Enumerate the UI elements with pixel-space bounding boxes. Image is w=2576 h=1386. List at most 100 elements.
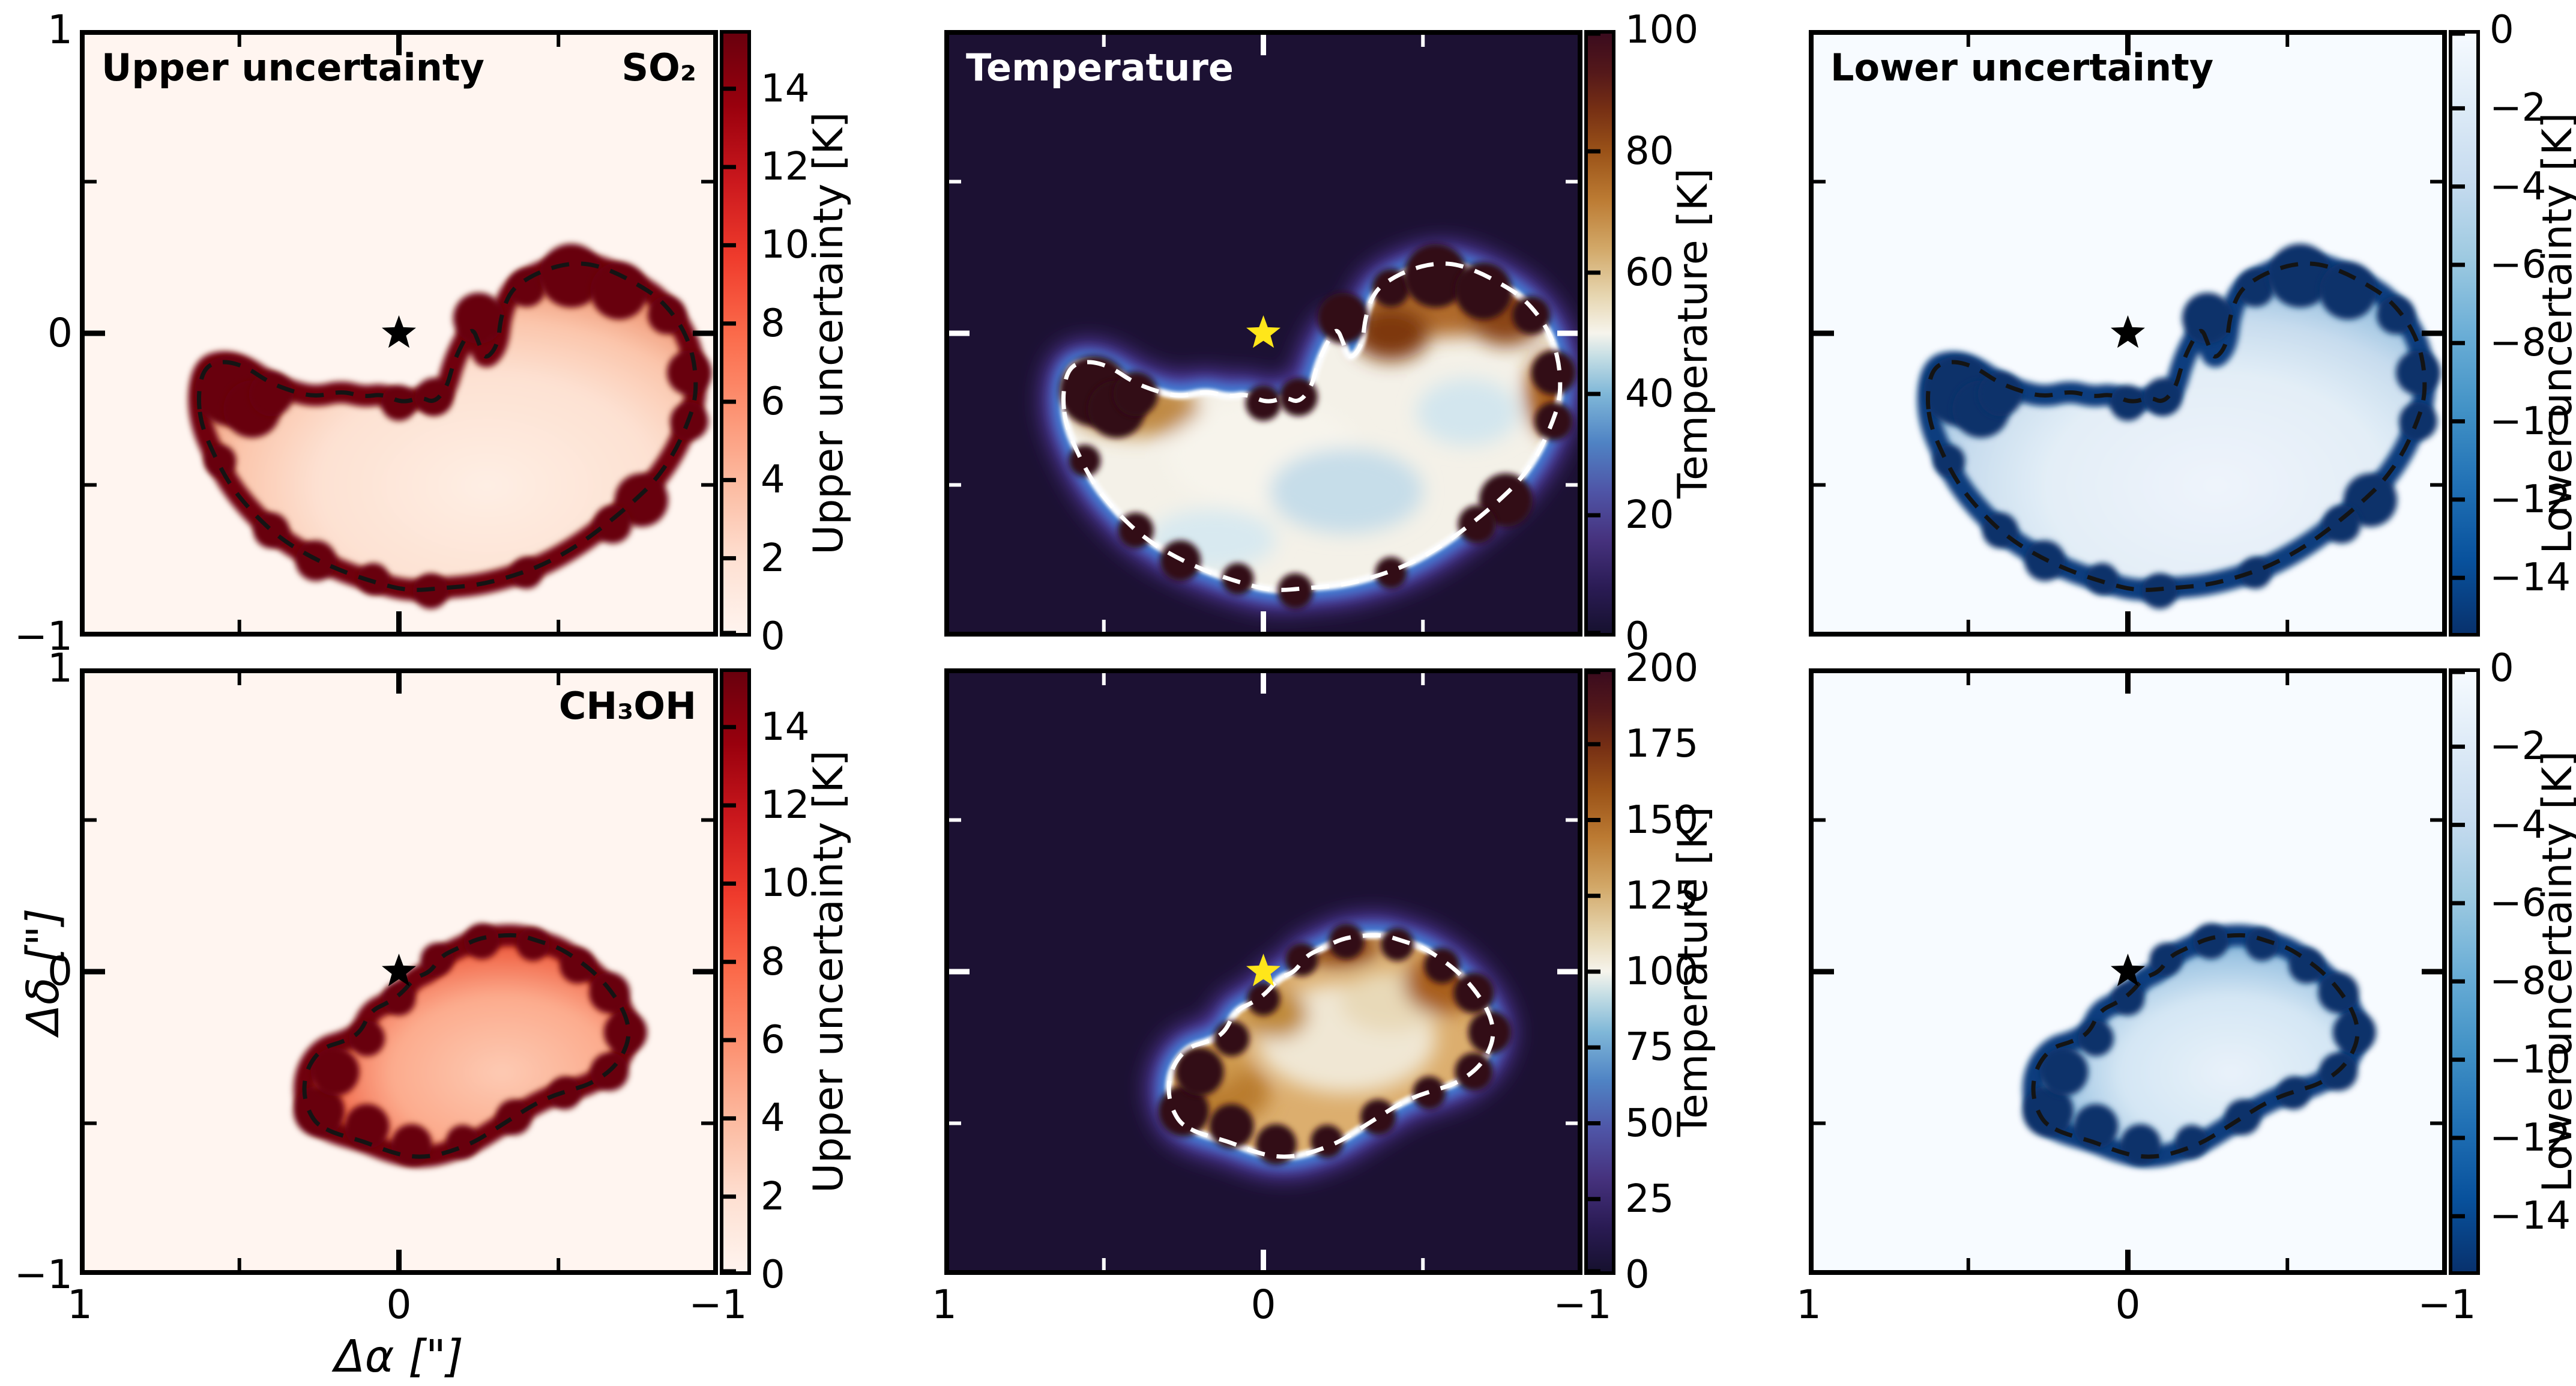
colorbar-tick-label: 4 <box>761 458 785 503</box>
emission-contour <box>196 261 698 592</box>
star-marker <box>2111 954 2145 987</box>
panel-border <box>80 668 718 1275</box>
colorbar <box>720 30 751 637</box>
colorbar-tick-label: 80 <box>1625 129 1674 174</box>
axis-ticks <box>944 668 1582 1275</box>
colorbar-border <box>2449 668 2480 1275</box>
colorbar-tick-label: 200 <box>1625 646 1699 691</box>
colorbar-tick-label: −2 <box>2490 86 2547 131</box>
panel-border <box>1809 30 2447 637</box>
colorbar-tick-label: 6 <box>761 380 785 425</box>
emission-contour <box>1925 261 2427 592</box>
panel-molecule-label: CH₃OH <box>558 684 696 728</box>
colorbar-tick-label: 2 <box>761 1174 785 1219</box>
panel-temperature-so₂ <box>944 30 1582 637</box>
colorbar-tick-label: 12 <box>761 783 810 828</box>
x-tick-label: −1 <box>689 1282 747 1328</box>
colorbar-title: Temperature [K] <box>1670 168 1717 499</box>
colorbar-tick-label: −10 <box>2490 1037 2571 1082</box>
colorbar-title: Upper uncertainty [K] <box>805 750 852 1193</box>
panel-upper-uncertainty-ch₃oh <box>80 668 718 1275</box>
colorbar-tick-label: 75 <box>1625 1025 1674 1070</box>
axis-ticks <box>944 30 1582 637</box>
emission-contour <box>1166 933 1495 1159</box>
axis-ticks <box>80 30 718 637</box>
x-tick-label: 0 <box>386 1282 412 1328</box>
colorbar-tick-label: −12 <box>2490 477 2571 522</box>
star-marker <box>2111 315 2145 348</box>
colorbar-tick-label: 100 <box>1625 949 1699 994</box>
colorbar-tick-label: 0 <box>761 1253 785 1297</box>
colorbar-tick-label: 0 <box>761 614 785 659</box>
colorbar-tick-label: 50 <box>1625 1101 1674 1146</box>
panel-temperature-ch₃oh <box>944 668 1582 1275</box>
colorbar-border <box>2449 30 2480 637</box>
colorbar-tick-label: −6 <box>2490 242 2547 287</box>
x-tick-label: 0 <box>2115 1282 2141 1328</box>
y-tick-label: −1 <box>14 1251 73 1298</box>
x-tick-label: 0 <box>1250 1282 1276 1328</box>
panel-border <box>944 668 1582 1275</box>
x-tick-label: −1 <box>2418 1282 2476 1328</box>
colorbar-tick-label: −4 <box>2490 164 2547 209</box>
y-tick-label: 1 <box>47 645 73 691</box>
colorbar-border <box>1584 30 1615 637</box>
colorbar-border <box>720 30 751 637</box>
panel-molecule-label: SO₂ <box>621 46 696 89</box>
colorbar-tick-label: 8 <box>761 301 785 346</box>
y-tick-label: 1 <box>47 7 73 53</box>
y-tick-label: 0 <box>47 948 73 994</box>
colorbar-title: Temperature [K] <box>1670 806 1717 1137</box>
colorbar-tick-label: 60 <box>1625 250 1674 295</box>
y-axis-label: Δδ ["] <box>17 908 69 1035</box>
colorbar-tick-label: 10 <box>761 223 810 268</box>
colorbar-tick-label: 2 <box>761 536 785 581</box>
colorbar-tick-label: 0 <box>2490 646 2514 691</box>
panel-lower-uncertainty-so₂ <box>1809 30 2447 637</box>
colorbar-title: Lower uncertainty [K] <box>2534 751 2576 1193</box>
colorbar <box>1584 668 1615 1275</box>
colorbar-tick-label: 12 <box>761 145 810 190</box>
panel-upper-uncertainty-so₂ <box>80 30 718 637</box>
colorbar-tick-label: 40 <box>1625 372 1674 416</box>
colorbar-tick-label: 10 <box>761 861 810 906</box>
colorbar-tick-label: 0 <box>1625 1253 1650 1297</box>
colorbar-tick-label: 14 <box>761 704 810 749</box>
star-marker <box>382 315 416 348</box>
colorbar-tick-label: 6 <box>761 1018 785 1063</box>
emission-contour <box>1061 261 1563 592</box>
emission-map-blob <box>1042 242 1581 611</box>
panel-quantity-label: Temperature <box>966 46 1234 89</box>
x-tick-label: 1 <box>67 1282 92 1328</box>
star-marker <box>1246 954 1280 987</box>
emission-contour <box>302 933 631 1159</box>
colorbar-border <box>720 668 751 1275</box>
colorbar-tick-label: 14 <box>761 66 810 111</box>
colorbar-tick-label: −2 <box>2490 724 2547 769</box>
colorbar-title: Upper uncertainty [K] <box>805 112 852 555</box>
colorbar-tick-label: −10 <box>2490 399 2571 444</box>
y-tick-label: −1 <box>14 613 73 659</box>
colorbar-title: Lower uncertainty [K] <box>2534 112 2576 554</box>
colorbar-tick-label: 175 <box>1625 722 1699 767</box>
axis-ticks <box>1809 668 2447 1275</box>
axis-ticks <box>80 668 718 1275</box>
emission-map-blob <box>2022 923 2377 1168</box>
panel-border <box>944 30 1582 637</box>
colorbar-tick-label: −8 <box>2490 321 2547 366</box>
emission-map-blob <box>1917 243 2441 610</box>
colorbar-tick-label: 0 <box>2490 8 2514 52</box>
colorbar-tick-label: −12 <box>2490 1115 2571 1160</box>
y-tick-label: 0 <box>47 310 73 356</box>
x-tick-label: 1 <box>932 1282 957 1328</box>
axis-ticks <box>1809 30 2447 637</box>
panel-lower-uncertainty-ch₃oh <box>1809 668 2447 1275</box>
x-tick-label: 1 <box>1796 1282 1821 1328</box>
colorbar-tick-label: 25 <box>1625 1176 1674 1221</box>
colorbar-tick-label: 150 <box>1625 797 1699 843</box>
x-tick-label: −1 <box>1553 1282 1612 1328</box>
colorbar-tick-label: 20 <box>1625 493 1674 537</box>
star-marker <box>382 954 416 987</box>
colorbar-tick-label: −6 <box>2490 880 2547 925</box>
